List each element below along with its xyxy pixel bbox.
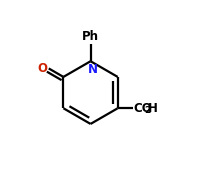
Text: H: H — [148, 102, 158, 115]
Text: CO: CO — [134, 102, 153, 115]
Text: N: N — [88, 63, 98, 76]
Text: 2: 2 — [144, 106, 150, 116]
Text: Ph: Ph — [82, 30, 99, 43]
Text: O: O — [37, 62, 47, 75]
